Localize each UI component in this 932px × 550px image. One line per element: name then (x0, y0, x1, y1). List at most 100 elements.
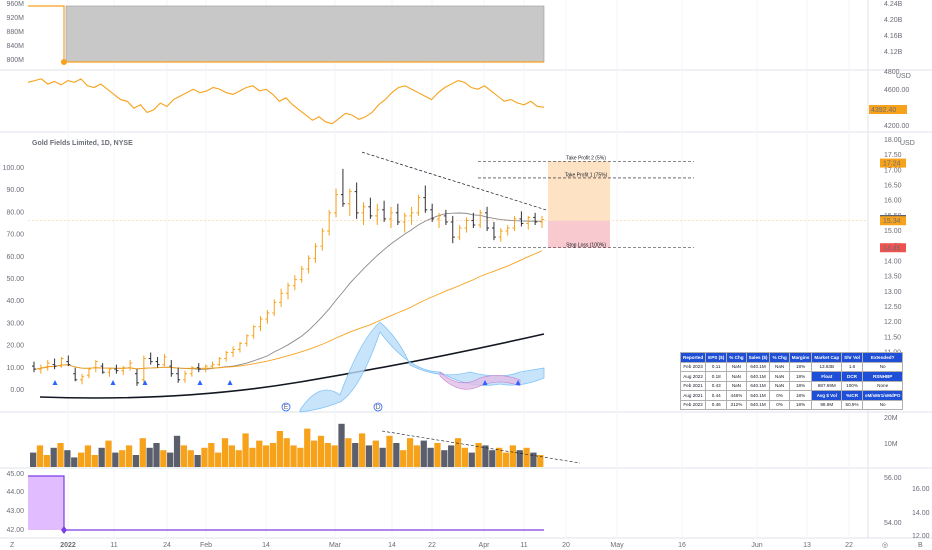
volume-bar (160, 450, 167, 467)
bottom-indicator-marker (61, 526, 67, 534)
table-row: Feb 2021 0.43 NaN 640.1M NaN 18% 887.69M 100% No… (679, 380, 904, 391)
table-cell: 0.11 (705, 361, 728, 372)
volume-bar (173, 435, 181, 467)
right-axis-label: 4.12B (884, 49, 903, 56)
x-tick-label: 14 (388, 542, 396, 549)
signal-triangle-marker (227, 380, 233, 385)
x-tick-label: 20 (562, 542, 570, 549)
volume-bar (523, 447, 530, 467)
event-marker-label: E (284, 404, 289, 411)
event-marker (373, 402, 383, 412)
volume-bar (146, 447, 153, 467)
x-tick-label: 16 (678, 542, 686, 549)
table-cell: 18% (788, 399, 813, 410)
volume-bar (324, 443, 331, 467)
momentum-wave-negative (439, 371, 521, 390)
right-axis-unit: USD (896, 73, 911, 80)
left-axis-label: 45.00 (6, 471, 24, 478)
left-axis-label: 43.00 (6, 508, 24, 515)
left-axis-label: 0.00 (10, 387, 24, 394)
x-axis-corner-label: ◎ (882, 542, 888, 549)
volume-bar (283, 438, 290, 467)
right-axis-label: 18.00 (884, 137, 902, 144)
left-axis-label: 840M (6, 43, 24, 50)
volume-bar (413, 445, 421, 467)
table-cell: NaN (769, 361, 790, 372)
table-cell: Feb 2023 (679, 361, 707, 372)
volume-bar (77, 452, 85, 467)
x-tick-label: 13 (803, 542, 811, 549)
volume-bar (461, 447, 469, 467)
volume-bar (208, 443, 215, 467)
volume-bar (372, 440, 379, 467)
table-cell: NaN (726, 371, 747, 382)
table-cell: 0% (769, 390, 790, 401)
indicator-area-fill (65, 5, 545, 63)
volume-bar (139, 438, 146, 467)
table-cell: DCR (841, 371, 863, 382)
take-profit-1-line-label: Take Profit 1 (75%) (565, 172, 608, 178)
x-tick-label: 2022 (60, 542, 76, 549)
volume-bar (221, 438, 229, 467)
last-value-text: 4392.40 (871, 107, 896, 114)
right-axis-label: 56.00 (884, 475, 902, 482)
volume-bar (84, 445, 92, 467)
volume-bar (215, 452, 222, 467)
volume-bar (304, 428, 311, 467)
left-axis-label: 10.00 (6, 365, 24, 372)
right-axis-label: 4.24B (884, 1, 903, 8)
left-axis-label: 920M (6, 15, 24, 22)
volume-bar (201, 447, 208, 467)
price-label-badge (880, 243, 906, 253)
table-cell: 0.46 (705, 399, 728, 410)
left-axis-label: 40.00 (6, 298, 24, 305)
left-axis-label: 800M (6, 57, 24, 64)
table-cell: NaN (726, 380, 747, 391)
signal-triangle-marker (482, 380, 488, 385)
table-header-cell: Sales ($) (745, 352, 771, 363)
table-cell: 0% (769, 399, 790, 410)
table-cell: 312% (726, 399, 747, 410)
x-tick-label: 11 (110, 542, 117, 549)
volume-bar (448, 445, 455, 467)
volume-bar (365, 445, 373, 467)
last-value-badge (869, 105, 907, 114)
right-axis-label: 13.50 (884, 274, 902, 281)
signal-triangle-marker (52, 380, 58, 385)
volume-bar (420, 440, 427, 467)
table-cell: 13.63B (811, 361, 843, 372)
volume-bar (43, 455, 50, 467)
table-cell: NaN (726, 361, 747, 372)
volume-bar (468, 452, 475, 467)
price-label-badge (880, 216, 906, 226)
table-cell: None (861, 380, 904, 391)
stop-loss-line-label: Stop Loss (100%) (566, 242, 606, 248)
table-cell: Avg $ Vol (811, 390, 843, 401)
left-axis-label: 80.00 (6, 209, 24, 216)
momentum-wave-area (299, 321, 545, 413)
table-cell: 640.1M (745, 390, 771, 401)
table-cell: 1.6 (841, 361, 863, 372)
right-axis-label: 15.00 (884, 228, 902, 235)
table-cell: 0.18 (705, 371, 728, 382)
right-axis-label: 17.50 (884, 152, 902, 159)
right-axis-label: 14.00 (884, 258, 902, 265)
take-profit-2-line-label: Take Profit 2 (5%) (566, 156, 606, 162)
table-cell: Aug 2021 (679, 390, 707, 401)
volume-bar (434, 443, 441, 467)
left-axis-label: 44.00 (6, 489, 24, 496)
price-label-text: 15.34 (883, 218, 901, 225)
table-cell: 50.9% (841, 399, 863, 410)
left-axis-label: 42.00 (6, 527, 24, 534)
table-cell: 640.1M (745, 380, 771, 391)
table-header-cell: Shr Vol (841, 352, 863, 363)
table-cell: 18% (788, 361, 813, 372)
table-cell: 0.44 (705, 390, 728, 401)
chart-title: Gold Fields Limited, 1D, NYSE (32, 140, 133, 147)
table-header-cell: Market Cap (811, 352, 843, 363)
x-tick-label: Apr (479, 542, 491, 549)
table-cell: No (861, 399, 904, 410)
table-cell: 18% (788, 371, 813, 382)
table-row: Aug 2021 0.44 446% 640.1M 0% 18% Avg $ Vol %ICR… (679, 390, 904, 401)
